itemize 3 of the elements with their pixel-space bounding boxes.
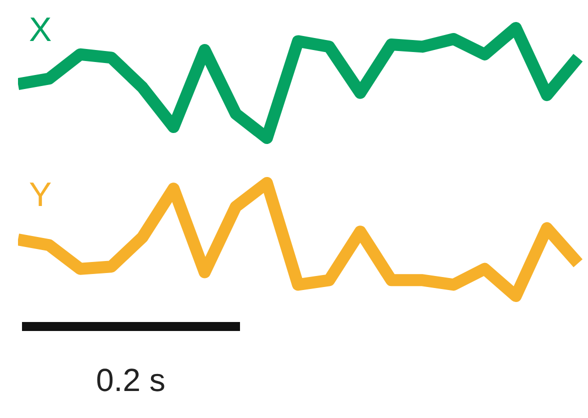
series-label: X — [29, 11, 52, 49]
text: 0.2 s — [96, 362, 166, 398]
series-label: Y — [29, 176, 52, 214]
